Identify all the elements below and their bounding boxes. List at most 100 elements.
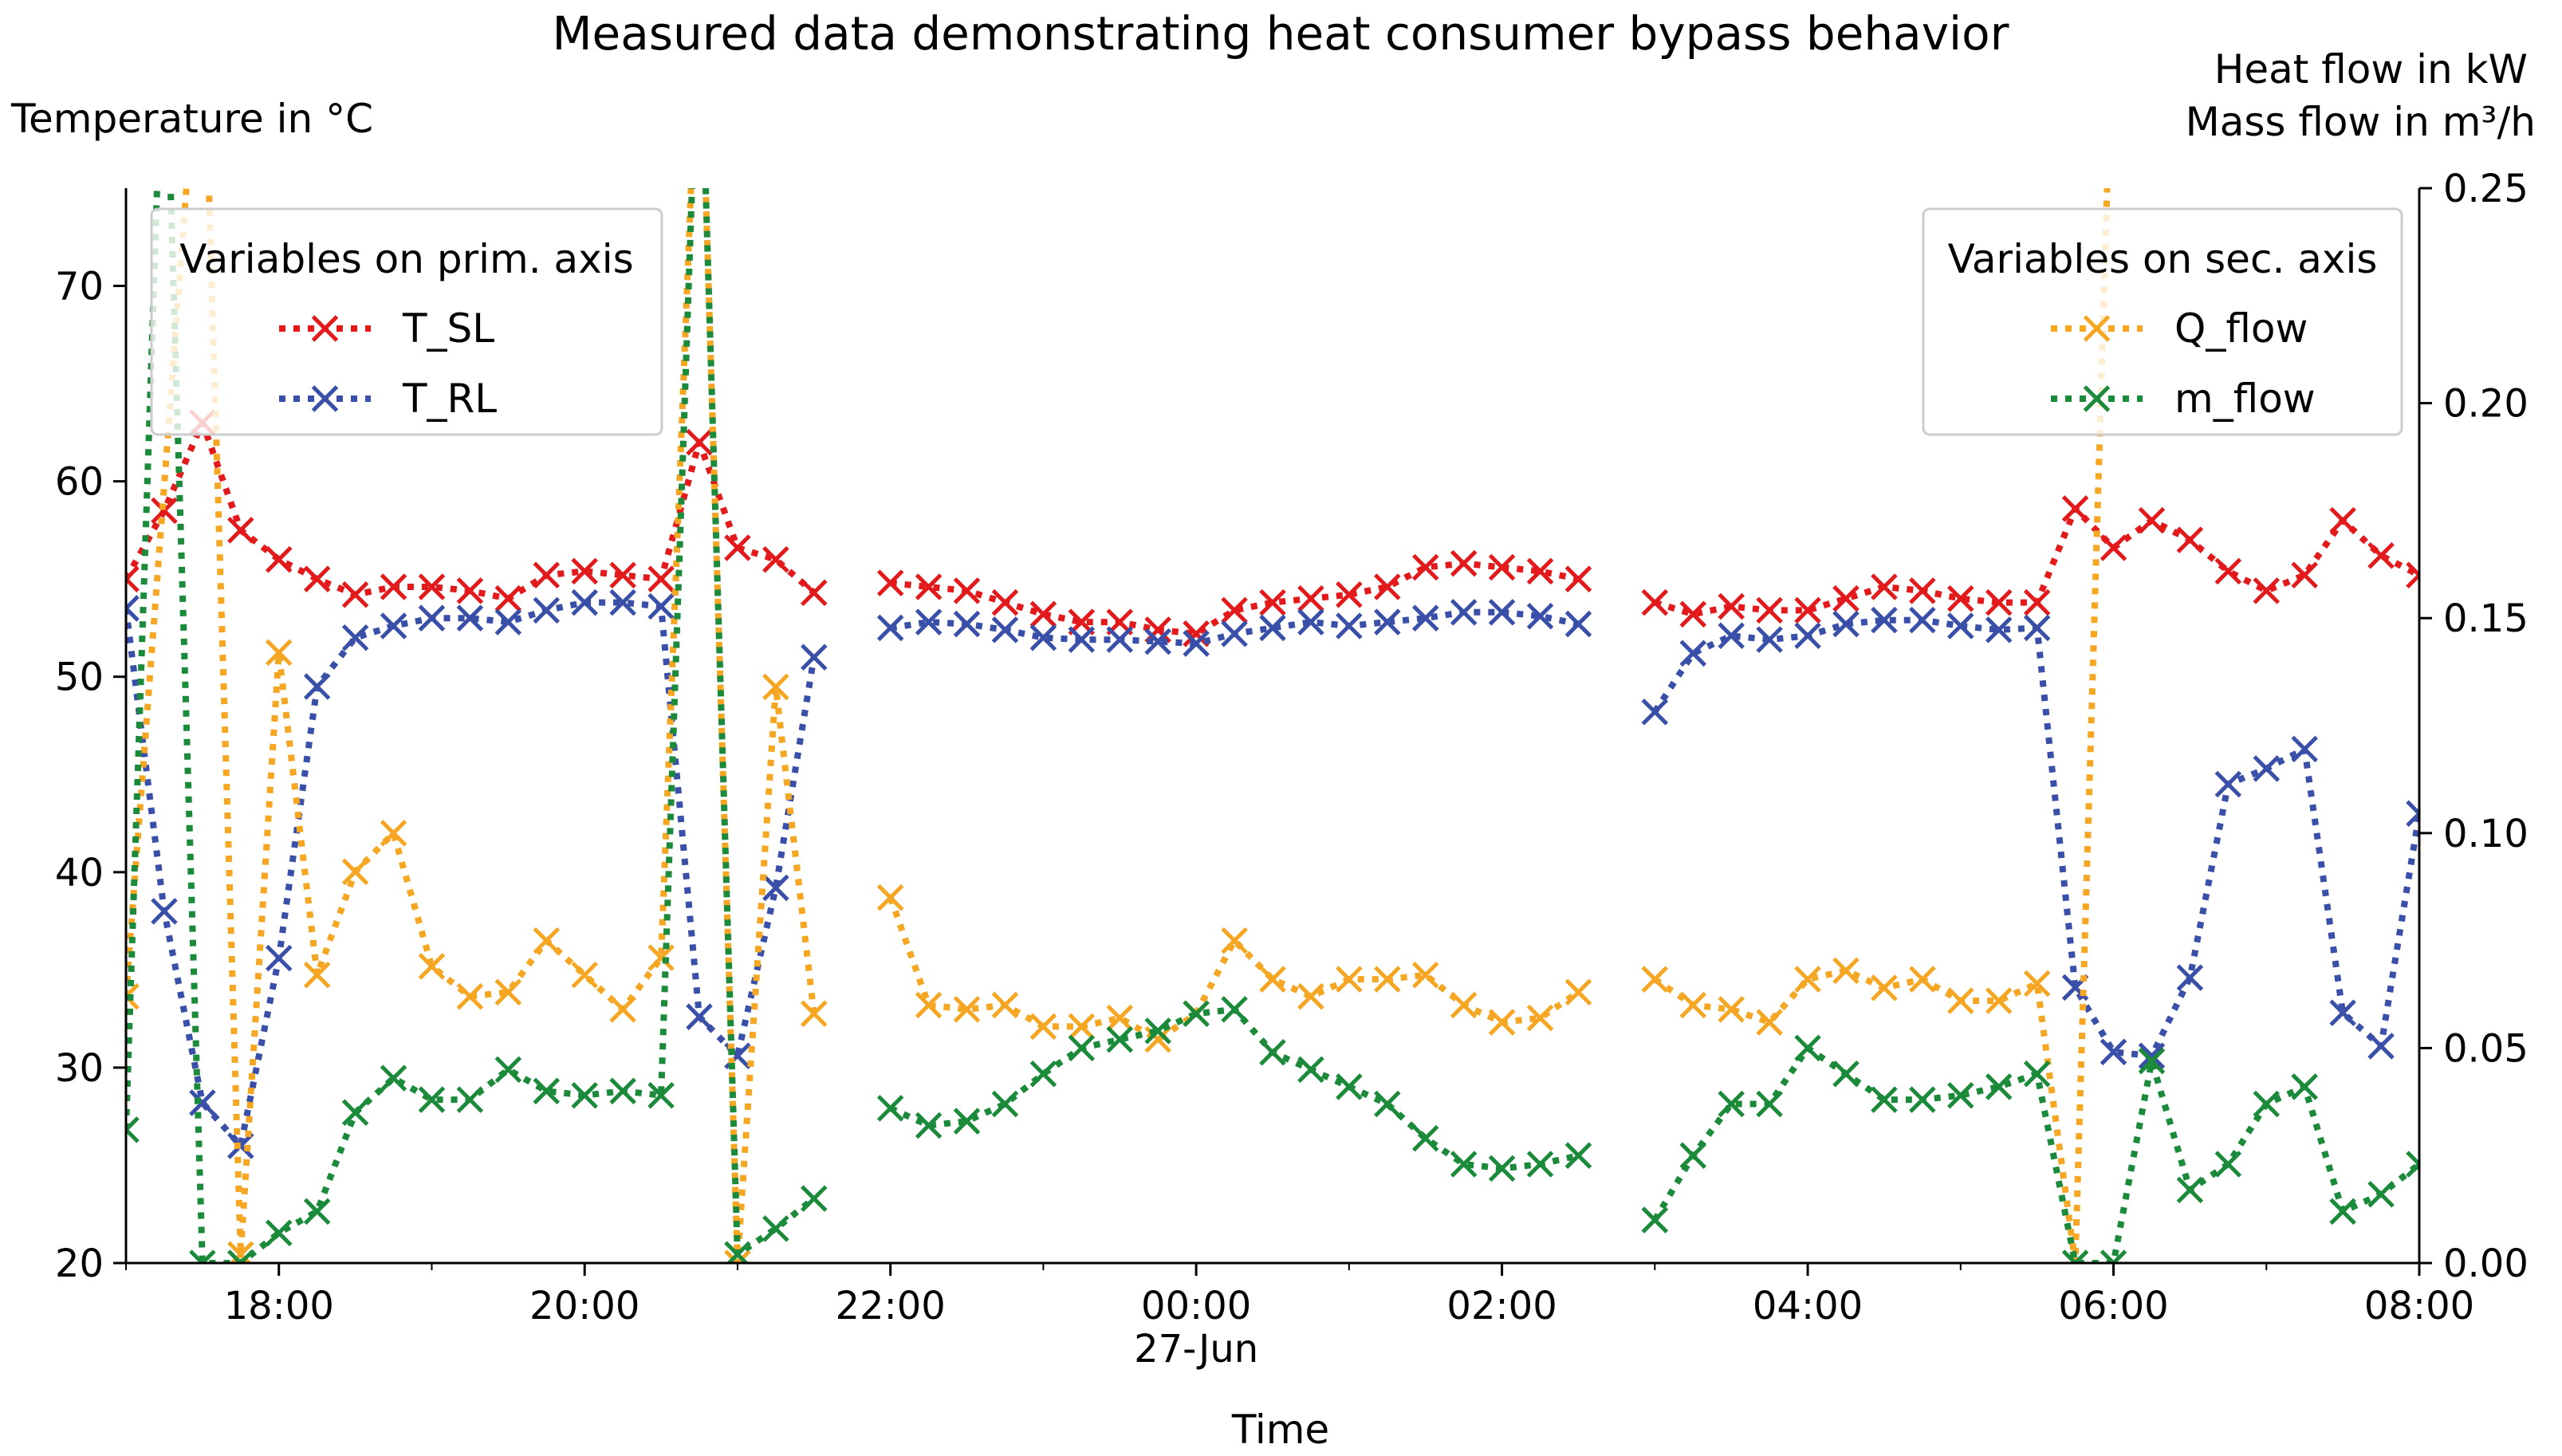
data-point-m-flow xyxy=(456,1086,484,1113)
data-point-t-sl xyxy=(1909,577,1936,604)
data-point-q-flow xyxy=(1259,966,1286,993)
data-point-q-flow xyxy=(1947,987,1974,1014)
data-point-m-flow xyxy=(647,1081,675,1109)
data-point-m-flow xyxy=(1985,1073,2013,1100)
data-point-t-sl xyxy=(1564,565,1592,592)
y-tick-label-secondary: 0.25 xyxy=(2443,167,2529,211)
data-point-t-sl xyxy=(2406,561,2419,589)
data-point-m-flow xyxy=(2291,1073,2318,1100)
data-point-m-flow xyxy=(1106,1025,1134,1053)
y-tick-label-secondary: 0.05 xyxy=(2443,1026,2529,1071)
data-point-m-flow xyxy=(2138,1047,2166,1075)
legend-primary-title: Variables on prim. axis xyxy=(179,236,633,282)
y-axis-label-primary: Temperature in °C xyxy=(10,96,373,142)
data-point-q-flow xyxy=(762,673,789,701)
data-point-q-flow xyxy=(265,639,293,667)
data-point-t-rl xyxy=(1756,626,1783,653)
data-point-t-sl xyxy=(876,569,904,596)
data-point-q-flow xyxy=(1029,1013,1057,1041)
data-point-m-flow xyxy=(876,1095,904,1122)
data-point-q-flow xyxy=(1526,1004,1554,1032)
data-point-q-flow xyxy=(2023,970,2051,998)
data-point-t-rl xyxy=(2291,735,2318,763)
data-point-t-sl xyxy=(1985,588,2013,616)
legend-label-q-flow: Q_flow xyxy=(2174,305,2308,352)
data-point-q-flow xyxy=(1068,1013,1096,1041)
legend-secondary-title: Variables on sec. axis xyxy=(1948,236,2378,282)
data-point-m-flow xyxy=(189,1249,216,1263)
y-tick-label-primary: 70 xyxy=(55,265,104,309)
data-point-m-flow xyxy=(2329,1198,2356,1226)
y-tick-label-primary: 20 xyxy=(55,1242,104,1286)
data-point-t-sl xyxy=(1794,596,1821,624)
data-point-m-flow xyxy=(2176,1176,2204,1204)
data-point-t-sl xyxy=(1259,588,1286,616)
data-point-t-sl xyxy=(686,428,713,456)
data-point-t-sl xyxy=(1718,592,1745,620)
data-point-q-flow xyxy=(876,883,904,911)
data-point-q-flow xyxy=(1564,978,1592,1006)
data-point-m-flow xyxy=(1718,1090,1745,1118)
y-axis-label-secondary-heat: Heat flow in kW xyxy=(2214,46,2528,92)
legend-marker-t-sl xyxy=(311,315,339,342)
data-point-t-sl xyxy=(2329,506,2356,534)
legend-item-t-rl: T_RL xyxy=(279,376,497,422)
data-point-t-sl xyxy=(724,534,751,561)
data-point-t-sl xyxy=(1297,584,1324,612)
data-point-t-sl xyxy=(303,565,331,592)
data-point-t-rl xyxy=(126,595,140,622)
data-point-t-rl xyxy=(533,596,561,624)
data-point-t-rl xyxy=(1909,606,1936,634)
data-point-m-flow xyxy=(2214,1151,2242,1178)
data-point-q-flow xyxy=(915,991,943,1019)
data-point-t-rl xyxy=(1564,610,1592,638)
data-point-t-rl xyxy=(1985,616,2013,643)
series-line-q-flow xyxy=(126,188,2111,1263)
data-point-q-flow xyxy=(1488,1009,1516,1036)
data-point-t-rl xyxy=(953,610,981,638)
data-point-m-flow xyxy=(609,1077,636,1105)
data-point-t-sl xyxy=(1450,549,1478,577)
data-point-t-rl xyxy=(609,588,636,616)
data-point-m-flow xyxy=(1450,1151,1478,1178)
data-point-t-rl xyxy=(2023,614,2051,642)
data-point-t-rl xyxy=(1374,608,1401,636)
y-tick-label-primary: 30 xyxy=(55,1046,104,1091)
data-point-t-rl xyxy=(2100,1038,2127,1066)
data-point-q-flow xyxy=(1718,996,1745,1023)
data-point-t-sl xyxy=(126,565,140,592)
data-point-t-sl xyxy=(533,561,561,589)
data-point-q-flow xyxy=(1106,1004,1134,1032)
data-point-q-flow xyxy=(1794,966,1821,993)
data-point-m-flow xyxy=(1909,1086,1936,1113)
data-point-t-sl xyxy=(494,584,522,612)
data-point-t-sl xyxy=(1336,581,1363,608)
data-point-m-flow xyxy=(380,1064,407,1092)
x-tick-label: 08:00 xyxy=(2364,1284,2474,1328)
data-point-t-sl xyxy=(991,588,1019,616)
legend-item-q-flow: Q_flow xyxy=(2051,305,2308,352)
y-tick-label-primary: 40 xyxy=(55,851,104,895)
data-point-m-flow xyxy=(2061,1249,2089,1263)
data-point-q-flow xyxy=(1909,966,1936,993)
data-point-t-rl xyxy=(991,616,1019,643)
series-q-flow xyxy=(126,188,2111,1263)
data-point-m-flow xyxy=(2253,1090,2281,1118)
data-point-t-sl xyxy=(151,497,178,525)
x-tick-label: 20:00 xyxy=(529,1284,640,1328)
data-point-t-rl xyxy=(876,614,904,642)
data-point-t-rl xyxy=(2253,755,2281,782)
data-point-q-flow xyxy=(1374,966,1401,993)
data-point-t-rl xyxy=(1183,630,1210,657)
data-point-t-rl xyxy=(762,874,789,902)
data-point-t-rl xyxy=(1336,612,1363,639)
data-point-t-sl xyxy=(1871,573,1898,600)
data-point-t-rl xyxy=(1411,604,1439,632)
y-tick-label-secondary: 0.10 xyxy=(2443,812,2529,856)
data-point-m-flow xyxy=(2367,1180,2395,1208)
data-point-t-rl xyxy=(2329,999,2356,1027)
data-point-m-flow xyxy=(126,1116,140,1143)
data-point-q-flow xyxy=(609,996,636,1023)
data-point-t-sl xyxy=(953,577,981,604)
data-point-t-rl xyxy=(801,643,828,671)
